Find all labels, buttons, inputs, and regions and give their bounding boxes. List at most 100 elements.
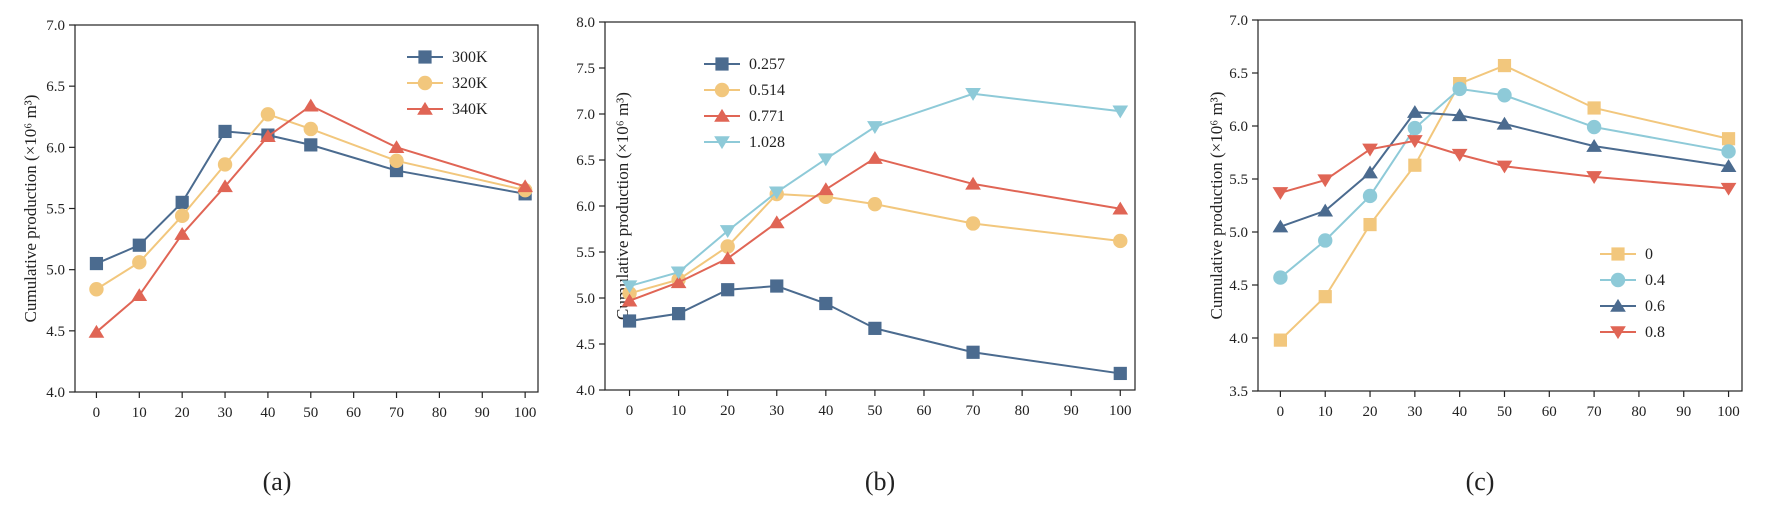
data-point [867, 196, 883, 212]
data-point [1112, 201, 1129, 215]
series-1.028 [621, 88, 1129, 294]
y-tick-label: 6.5 [576, 153, 595, 169]
data-point [672, 307, 686, 321]
data-point [817, 153, 834, 167]
panel-caption: (b) [865, 467, 895, 496]
series-line [95, 104, 526, 333]
data-point [1273, 270, 1288, 285]
data-point [132, 238, 146, 252]
series-line [96, 130, 526, 265]
series-line [629, 285, 1121, 375]
data-point [175, 195, 189, 209]
series-line [629, 193, 1121, 295]
x-tick-label: 90 [475, 405, 490, 421]
series-340K [88, 98, 533, 338]
legend-label: 300K [452, 49, 488, 66]
data-point [304, 138, 318, 152]
y-tick-label: 7.0 [46, 18, 65, 34]
legend-label: 0.4 [1645, 272, 1665, 289]
y-tick-label: 7.5 [576, 61, 595, 77]
data-point [1317, 203, 1334, 217]
x-tick-label: 40 [818, 403, 833, 419]
y-tick-label: 7.0 [1229, 13, 1248, 29]
series-line [1279, 64, 1729, 341]
data-point [517, 179, 533, 193]
y-axis-label: Cumulative production (×10⁶ m³) [21, 95, 40, 323]
data-point [132, 255, 147, 270]
data-point [1720, 182, 1737, 196]
data-point [720, 239, 735, 254]
legend-marker [714, 82, 730, 98]
series-line [629, 92, 1121, 288]
x-tick-label: 80 [1015, 403, 1030, 419]
data-point [1720, 159, 1737, 172]
x-tick-label: 0 [93, 405, 101, 421]
data-point [1362, 188, 1378, 204]
x-tick-label: 70 [966, 403, 981, 419]
x-tick-label: 80 [1631, 404, 1646, 420]
data-point [719, 225, 736, 238]
series-line [629, 157, 1121, 302]
y-tick-label: 6.0 [576, 199, 595, 215]
legend-marker [417, 101, 433, 115]
y-tick-label: 4.5 [46, 324, 65, 340]
data-point [1586, 139, 1602, 152]
data-point [260, 107, 276, 122]
data-point [1113, 366, 1127, 381]
data-point [670, 266, 687, 280]
data-point [1721, 144, 1736, 159]
data-point [1272, 187, 1289, 200]
data-point [1496, 116, 1513, 130]
series-0.771 [621, 151, 1129, 307]
data-point [389, 153, 404, 168]
data-point [621, 293, 638, 307]
chart-panel-2: 0 10 20 30 40 50 60 70 80 90 100 4.0 4.5 5.0 5.5 6.0 6.5… [576, 15, 1136, 496]
data-point [1273, 333, 1288, 347]
data-point [1497, 88, 1512, 103]
legend-label: 0.257 [749, 56, 785, 73]
x-tick-label: 30 [1407, 404, 1422, 420]
y-axis-label: Cumulative production (×10⁶ m³) [1207, 92, 1226, 320]
x-tick-label: 90 [1064, 403, 1079, 419]
x-tick-label: 80 [432, 405, 447, 421]
data-point [721, 283, 735, 297]
data-point [303, 121, 318, 137]
series-300K [89, 124, 532, 271]
y-tick-label: 3.5 [1229, 384, 1248, 400]
legend-marker [714, 108, 730, 122]
legend-marker [1610, 326, 1626, 340]
data-point [1407, 105, 1423, 118]
legend-label: 0 [1645, 246, 1653, 263]
data-point [965, 216, 981, 231]
data-point [1318, 233, 1333, 248]
legend-marker [1610, 272, 1626, 288]
data-point [1451, 108, 1468, 122]
series-line [95, 113, 526, 291]
y-tick-label: 4.5 [576, 337, 595, 353]
legend-marker [417, 75, 433, 91]
series-0.6 [1272, 105, 1737, 233]
x-tick-label: 70 [389, 405, 404, 421]
x-tick-label: 30 [218, 405, 233, 421]
y-tick-label: 5.5 [46, 202, 65, 218]
x-tick-label: 30 [769, 403, 784, 419]
series-line [1280, 111, 1729, 228]
legend: 0.257 0.514 0.771 1.028 [704, 56, 785, 151]
data-point [768, 215, 785, 229]
y-tick-label: 8.0 [576, 15, 595, 31]
legend-marker [1610, 298, 1626, 312]
data-point [1496, 160, 1513, 174]
data-point [819, 296, 833, 311]
data-point [868, 321, 882, 335]
series-320K [89, 107, 533, 297]
x-tick-label: 20 [175, 405, 190, 421]
data-point [302, 98, 319, 112]
data-point [770, 279, 784, 293]
series-0.257 [622, 279, 1127, 381]
data-point [867, 121, 883, 135]
y-tick-label: 5.0 [1229, 225, 1248, 241]
data-point [1721, 132, 1736, 146]
y-tick-label: 6.5 [46, 79, 65, 95]
data-point [965, 176, 981, 190]
